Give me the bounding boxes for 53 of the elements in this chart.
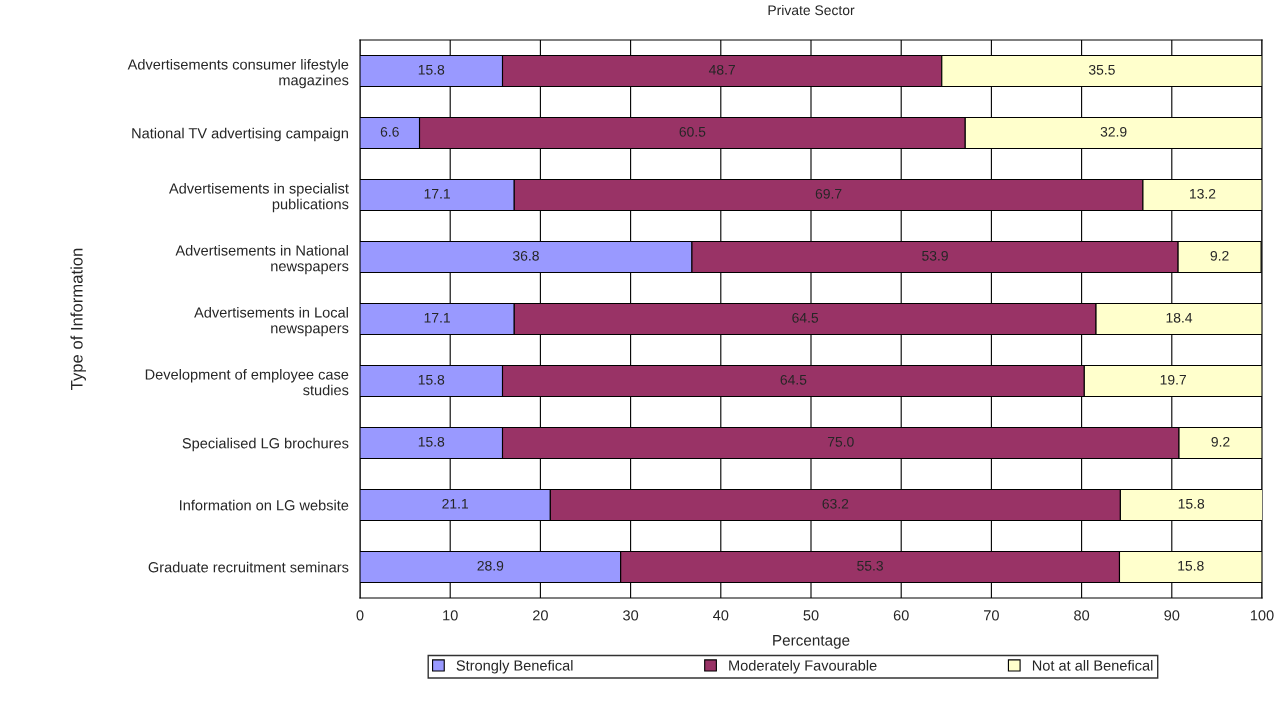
data-label: 13.2 bbox=[1190, 188, 1216, 199]
data-label: 48.7 bbox=[708, 64, 735, 75]
y-tick-label: Advertisements in Local newspapers bbox=[194, 306, 349, 337]
data-label: 64.5 bbox=[780, 374, 807, 385]
x-tick-label: 60 bbox=[893, 610, 909, 621]
data-label: 9.2 bbox=[1211, 436, 1230, 447]
data-label: 15.8 bbox=[1178, 560, 1204, 571]
x-tick-label: 80 bbox=[1074, 610, 1090, 621]
y-axis-title: Type of Information bbox=[70, 248, 86, 390]
y-tick-label: National TV advertising campaign bbox=[132, 127, 348, 142]
legend-label: Strongly Benefical bbox=[456, 659, 573, 674]
data-label: 28.9 bbox=[477, 560, 504, 571]
y-tick-label: Advertisements in specialist publications bbox=[168, 182, 349, 213]
data-label: 15.8 bbox=[1178, 498, 1205, 509]
y-tick-label: Advertisements consumer lifestyle magazines bbox=[127, 58, 349, 89]
y-tick-label: Graduate recruitment seminars bbox=[148, 561, 349, 573]
x-tick-label: 50 bbox=[803, 610, 819, 621]
data-label: 63.2 bbox=[822, 498, 849, 509]
x-tick-label: 100 bbox=[1250, 610, 1274, 621]
data-label: 32.9 bbox=[1100, 126, 1127, 137]
legend-label: Moderately Favourable bbox=[729, 659, 877, 674]
x-tick-label: 70 bbox=[984, 610, 999, 621]
data-label: 19.7 bbox=[1160, 374, 1186, 385]
x-tick-label: 90 bbox=[1164, 610, 1180, 621]
x-tick-label: 0 bbox=[356, 610, 364, 621]
data-label: 15.8 bbox=[418, 64, 445, 75]
x-tick-label: 30 bbox=[623, 610, 639, 621]
y-tick-label: Advertisements in National newspapers bbox=[175, 244, 349, 275]
x-axis-title: Percentage bbox=[773, 635, 850, 649]
data-label: 64.5 bbox=[792, 312, 819, 323]
data-label: 60.5 bbox=[679, 126, 706, 137]
data-label: 69.7 bbox=[815, 188, 842, 199]
y-tick-label: Specialised LG brochures bbox=[182, 437, 349, 452]
data-label: 75.0 bbox=[827, 436, 854, 447]
data-label: 35.5 bbox=[1088, 64, 1115, 75]
x-tick-label: 10 bbox=[443, 610, 458, 621]
data-label: 15.8 bbox=[418, 374, 445, 385]
data-label: 36.8 bbox=[512, 250, 539, 261]
y-tick-label: Information on LG website bbox=[180, 499, 349, 511]
y-tick-label: Development of employee case studies bbox=[145, 368, 349, 396]
x-tick-label: 20 bbox=[533, 610, 548, 621]
data-label: 9.2 bbox=[1210, 250, 1229, 261]
data-label: 6.6 bbox=[380, 126, 399, 137]
data-label: 17.1 bbox=[424, 189, 450, 199]
x-tick-label: 40 bbox=[713, 610, 729, 621]
data-label: 55.3 bbox=[857, 560, 883, 571]
chart-title: Private Sector bbox=[768, 4, 855, 16]
data-label: 21.1 bbox=[442, 498, 468, 509]
data-label: 15.8 bbox=[418, 436, 445, 447]
data-label: 17.1 bbox=[424, 313, 450, 323]
data-label: 18.4 bbox=[1166, 312, 1193, 323]
data-label: 53.9 bbox=[922, 250, 948, 261]
legend-label: Not at all Benefical bbox=[1032, 659, 1153, 671]
